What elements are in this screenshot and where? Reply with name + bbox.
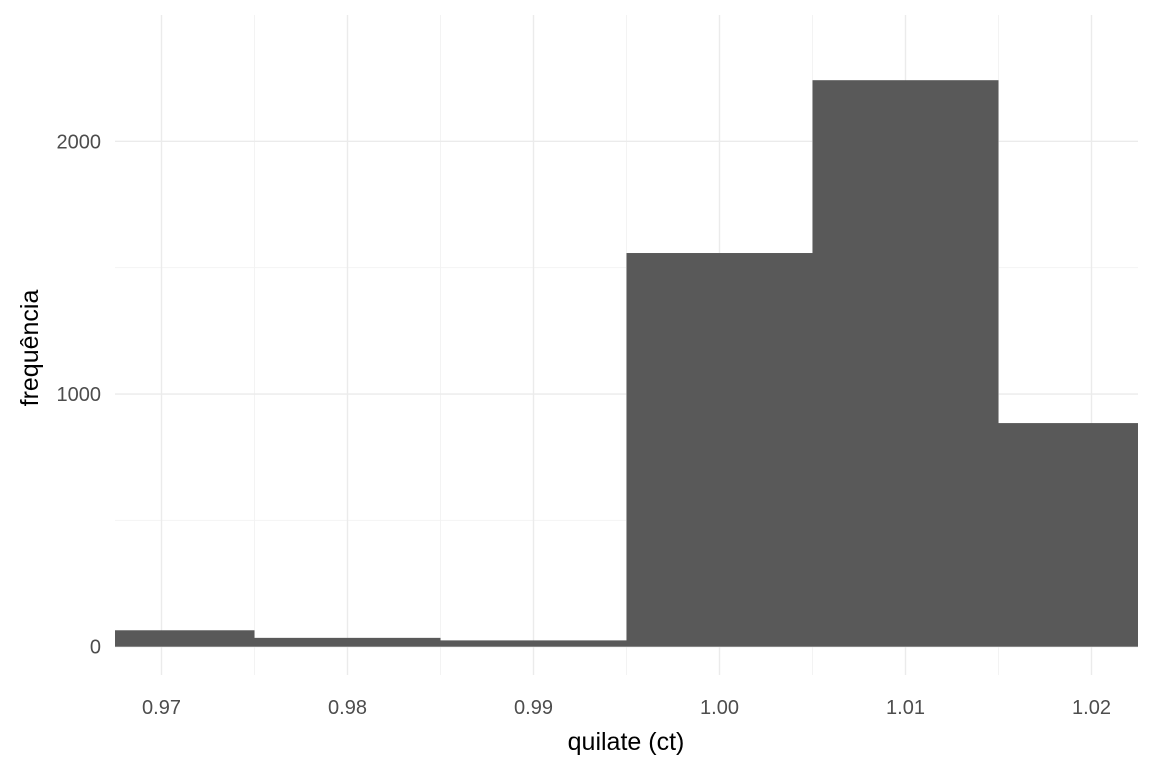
histogram-bar xyxy=(115,630,255,647)
histogram-bar xyxy=(812,80,999,647)
histogram-bar xyxy=(440,640,627,647)
y-tick-label: 0 xyxy=(90,637,101,659)
x-axis-title: quilate (ct) xyxy=(568,728,685,756)
histogram-bars xyxy=(115,80,1138,647)
x-tick-label: 1.00 xyxy=(700,697,739,719)
x-tick-label: 1.02 xyxy=(1072,697,1111,719)
histogram-bar xyxy=(254,637,441,647)
y-tick-label: 2000 xyxy=(57,131,102,153)
y-tick-labels: 0 1000 2000 xyxy=(57,131,102,658)
x-tick-label: 1.01 xyxy=(886,697,925,719)
y-axis-title: frequência xyxy=(16,290,44,407)
x-tick-labels: 0.97 0.98 0.99 1.00 1.01 1.02 xyxy=(142,697,1111,719)
x-tick-label: 0.99 xyxy=(514,697,553,719)
y-tick-label: 1000 xyxy=(57,384,102,406)
x-tick-label: 0.97 xyxy=(142,697,181,719)
x-tick-label: 0.98 xyxy=(328,697,367,719)
histogram-bar xyxy=(626,253,813,647)
histogram-bar xyxy=(998,423,1138,647)
